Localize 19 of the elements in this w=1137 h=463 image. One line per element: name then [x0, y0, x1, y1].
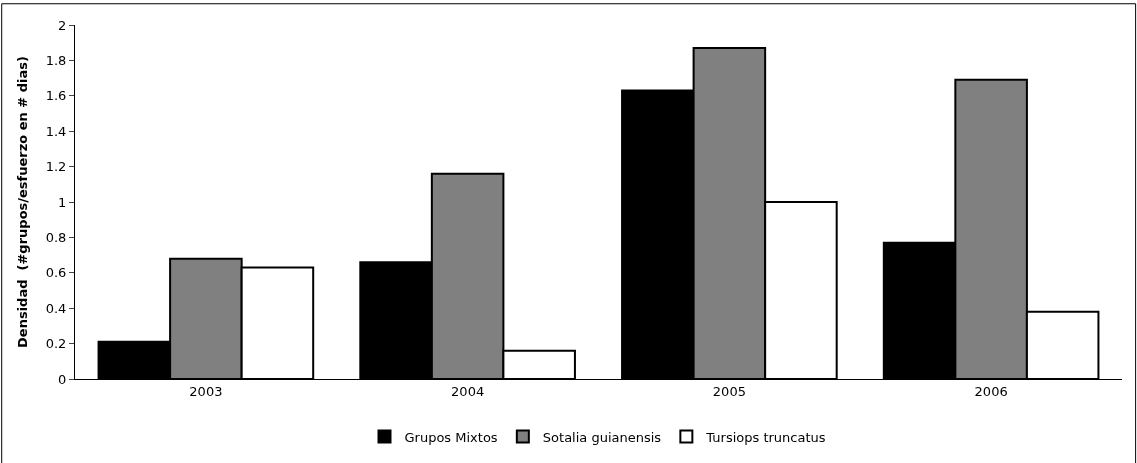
y-axis-title: Densidad (#grupos/esfuerzo en # dias)	[14, 56, 30, 348]
y-tick-label: 2	[58, 17, 67, 33]
y-tick-label: 0	[58, 371, 67, 387]
y-tick-label: 0.2	[45, 336, 67, 352]
y-tick-label: 1.8	[45, 52, 67, 68]
y-tick-label: 0.6	[45, 265, 67, 281]
y-tick-label: 1.6	[45, 88, 67, 104]
legend-label: Grupos Mixtos	[404, 429, 498, 445]
legend-label: Tursiops truncatus	[705, 429, 826, 445]
y-tick-label: 1.2	[45, 159, 67, 175]
y-tick-label: 0.8	[45, 229, 67, 245]
x-tick-label: 2005	[712, 383, 746, 399]
x-tick-label: 2003	[189, 383, 223, 399]
y-tick-label: 1	[58, 194, 67, 210]
legend-label: Sotalia guianensis	[542, 429, 662, 445]
x-tick-label: 2004	[451, 383, 485, 399]
x-tick-label: 2006	[974, 383, 1008, 399]
y-tick-label: 0.4	[45, 300, 67, 316]
y-tick-label: 1.4	[45, 123, 67, 139]
